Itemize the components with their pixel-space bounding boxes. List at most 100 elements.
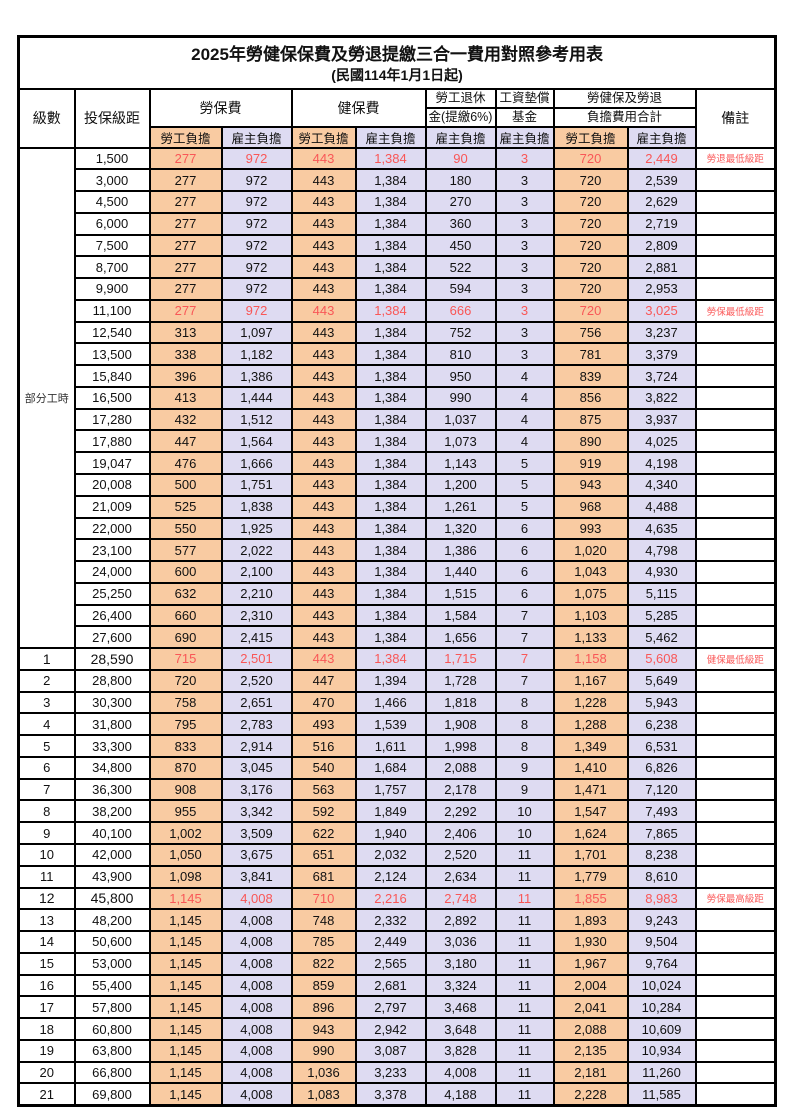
health-employer-cell: 3,378 [354, 1082, 427, 1107]
total-employee-cell: 2,228 [552, 1082, 629, 1107]
total-employee-cell: 720 [552, 298, 629, 323]
total-employer-cell: 5,943 [626, 690, 697, 715]
wage-fund-cell: 3 [494, 277, 555, 301]
bracket-cell: 25,250 [73, 581, 151, 606]
pension-cell: 4,008 [424, 1060, 497, 1085]
health-employee-cell: 443 [290, 320, 357, 345]
remark-cell [694, 843, 777, 867]
labor-employer-cell: 2,501 [220, 647, 293, 671]
pension-cell: 1,386 [424, 538, 497, 563]
table-row: 19,047 476 1,666 443 1,384 1,143 5 919 4,198 [19, 451, 777, 475]
wage-fund-cell: 5 [494, 451, 555, 475]
labor-employer-cell: 2,415 [220, 625, 293, 650]
health-employer-cell: 1,384 [354, 277, 427, 301]
health-employer-cell: 1,384 [354, 451, 427, 475]
health-employee-cell: 443 [290, 603, 357, 628]
total-employer-cell: 2,953 [626, 277, 697, 301]
total-employee-cell: 1,471 [552, 777, 629, 802]
labor-employer-cell: 4,008 [220, 973, 293, 998]
wage-fund-cell: 4 [494, 407, 555, 432]
labor-employer-cell: 2,210 [220, 581, 293, 606]
wage-fund-cell: 11 [494, 864, 555, 889]
labor-employee-cell: 432 [148, 407, 223, 432]
subheader-health-employer: 雇主負擔 [354, 125, 427, 149]
remark-cell [694, 560, 777, 584]
remark-cell [694, 233, 777, 258]
table-row: 17,880 447 1,564 443 1,384 1,073 4 890 4,025 [19, 429, 777, 454]
health-employer-cell: 1,384 [354, 364, 427, 388]
total-employer-cell: 5,462 [626, 625, 697, 650]
labor-employer-cell: 3,342 [220, 799, 293, 824]
bracket-cell: 1,500 [73, 146, 151, 171]
table-row: 17 57,800 1,145 4,008 896 2,797 3,468 11 2,041 10… [17, 995, 777, 1020]
labor-employee-cell: 1,145 [148, 930, 223, 954]
remark-cell [694, 407, 777, 432]
wage-fund-cell: 5 [494, 472, 555, 497]
remark-cell [694, 472, 777, 497]
wage-fund-cell: 6 [494, 516, 555, 541]
bracket-cell: 8,700 [73, 255, 151, 280]
labor-employee-cell: 660 [148, 603, 223, 628]
labor-employer-cell: 1,925 [220, 516, 293, 541]
health-employee-cell: 443 [290, 625, 357, 650]
labor-employee-cell: 277 [148, 190, 223, 214]
wage-fund-cell: 9 [494, 777, 555, 802]
wage-fund-cell: 8 [494, 734, 555, 758]
wage-fund-cell: 6 [494, 581, 555, 606]
pension-cell: 90 [424, 146, 497, 171]
health-employee-cell: 443 [290, 146, 357, 171]
wage-fund-cell: 11 [494, 886, 555, 911]
wage-fund-cell: 11 [494, 1060, 555, 1085]
health-employee-cell: 822 [290, 951, 357, 976]
labor-employee-cell: 550 [148, 516, 223, 541]
wage-fund-cell: 7 [494, 603, 555, 628]
health-employee-cell: 443 [290, 538, 357, 563]
bracket-cell: 21,009 [73, 494, 151, 519]
bracket-cell: 27,600 [73, 625, 151, 650]
table-row: 6 34,800 870 3,045 540 1,684 2,088 9 1,410 6,826 [17, 755, 777, 780]
total-employer-cell: 4,198 [626, 451, 697, 475]
total-employee-cell: 1,930 [552, 930, 629, 954]
labor-employee-cell: 277 [148, 277, 223, 301]
wage-fund-cell: 7 [494, 668, 555, 693]
total-employer-cell: 8,983 [626, 886, 697, 911]
total-employer-cell: 5,115 [626, 581, 697, 606]
total-employer-cell: 5,608 [626, 647, 697, 671]
labor-employee-cell: 690 [148, 625, 223, 650]
wage-fund-cell: 11 [494, 1017, 555, 1041]
total-employer-cell: 2,539 [626, 168, 697, 193]
health-employee-cell: 710 [290, 886, 357, 911]
labor-employer-cell: 972 [220, 255, 293, 280]
total-employee-cell: 1,410 [552, 755, 629, 780]
bracket-cell: 53,000 [73, 951, 151, 976]
remark-cell [694, 516, 777, 541]
subheader-total-employee: 勞工負擔 [552, 125, 629, 149]
labor-employee-cell: 476 [148, 451, 223, 475]
bracket-cell: 24,000 [73, 560, 151, 584]
labor-employee-cell: 277 [148, 298, 223, 323]
total-employee-cell: 720 [552, 255, 629, 280]
labor-employee-cell: 277 [148, 211, 223, 236]
total-employee-cell: 839 [552, 364, 629, 388]
pension-cell: 360 [424, 211, 497, 236]
table-row: 2 28,800 720 2,520 447 1,394 1,728 7 1,167 5,649 [17, 668, 777, 693]
health-employer-cell: 1,849 [354, 799, 427, 824]
table-row: 24,000 600 2,100 443 1,384 1,440 6 1,043 4,930 [19, 560, 777, 584]
table-row: 19 63,800 1,145 4,008 990 3,087 3,828 11 2,135 10… [17, 1038, 777, 1063]
wage-fund-cell: 3 [494, 168, 555, 193]
level-cell: 15 [17, 951, 76, 976]
table-row: 1 28,590 715 2,501 443 1,384 1,715 7 1,158 5,608 健… [17, 647, 777, 671]
wage-fund-cell: 3 [494, 190, 555, 214]
labor-employee-cell: 1,145 [148, 973, 223, 998]
health-employer-cell: 3,233 [354, 1060, 427, 1085]
table-body: 部分工時 1,500 277 972 443 1,384 90 3 720 2,449 勞退最低級距… [17, 146, 777, 1107]
total-employee-cell: 781 [552, 342, 629, 367]
bracket-cell: 17,280 [73, 407, 151, 432]
wage-fund-cell: 3 [494, 342, 555, 367]
remark-cell [694, 1038, 777, 1063]
table-row: 8 38,200 955 3,342 592 1,849 2,292 10 1,547 7,493 [17, 799, 777, 824]
pension-cell: 3,036 [424, 930, 497, 954]
remark-cell [694, 168, 777, 193]
health-employee-cell: 470 [290, 690, 357, 715]
